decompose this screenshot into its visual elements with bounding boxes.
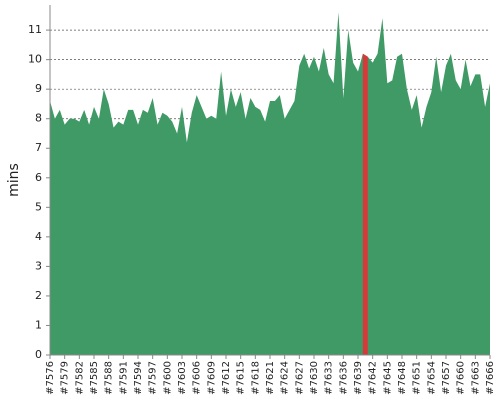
x-tick-label: #7615	[236, 361, 247, 395]
y-tick-label: 1	[35, 318, 42, 331]
y-axis-label: mins	[6, 163, 22, 197]
x-tick-label: #7657	[441, 361, 452, 395]
x-tick-label: #7609	[206, 361, 217, 395]
y-tick-label: 9	[35, 82, 42, 95]
x-tick-label: #7591	[118, 361, 129, 395]
x-tick-label: #7618	[250, 361, 261, 395]
x-tick-label: #7630	[309, 361, 320, 395]
x-tick-label: #7645	[382, 361, 393, 395]
x-tick-label: #7642	[368, 361, 379, 395]
x-tick-label: #7579	[60, 361, 71, 395]
x-tick-label: #7612	[221, 361, 232, 395]
x-tick-label: #7624	[280, 361, 291, 395]
x-tick-label: #7594	[133, 361, 144, 395]
x-tick-label: #7663	[470, 361, 481, 395]
x-tick-label: #7651	[412, 361, 423, 395]
x-tick-label: #7633	[324, 361, 335, 395]
y-tick-label: 6	[35, 171, 42, 184]
x-tick-label: #7621	[265, 361, 276, 395]
y-tick-label: 11	[28, 23, 42, 36]
y-tick-label: 2	[35, 289, 42, 302]
x-tick-label: #7666	[485, 361, 496, 395]
area	[50, 12, 490, 355]
x-tick-label: #7654	[426, 361, 437, 395]
x-tick-label: #7627	[294, 361, 305, 395]
x-tick-label: #7600	[162, 361, 173, 395]
x-tick-label: #7582	[74, 361, 85, 395]
y-tick-label: 7	[35, 141, 42, 154]
x-tick-label: #7603	[177, 361, 188, 395]
y-tick-label: 0	[35, 348, 42, 361]
y-tick-label: 8	[35, 112, 42, 125]
y-tick-label: 10	[28, 53, 42, 66]
x-tick-label: #7576	[45, 361, 56, 395]
x-tick-label: #7585	[89, 361, 100, 395]
x-tick-label: #7648	[397, 361, 408, 395]
x-tick-label: #7597	[148, 361, 159, 395]
x-tick-label: #7636	[338, 361, 349, 395]
x-tick-label: #7660	[456, 361, 467, 395]
x-tick-label: #7639	[353, 361, 364, 395]
highlight-area	[362, 53, 368, 355]
y-tick-label: 4	[35, 230, 42, 243]
x-tick-label: #7588	[104, 361, 115, 395]
x-tick-label: #7606	[192, 361, 203, 395]
y-tick-label: 5	[35, 200, 42, 213]
y-tick-label: 3	[35, 259, 42, 272]
